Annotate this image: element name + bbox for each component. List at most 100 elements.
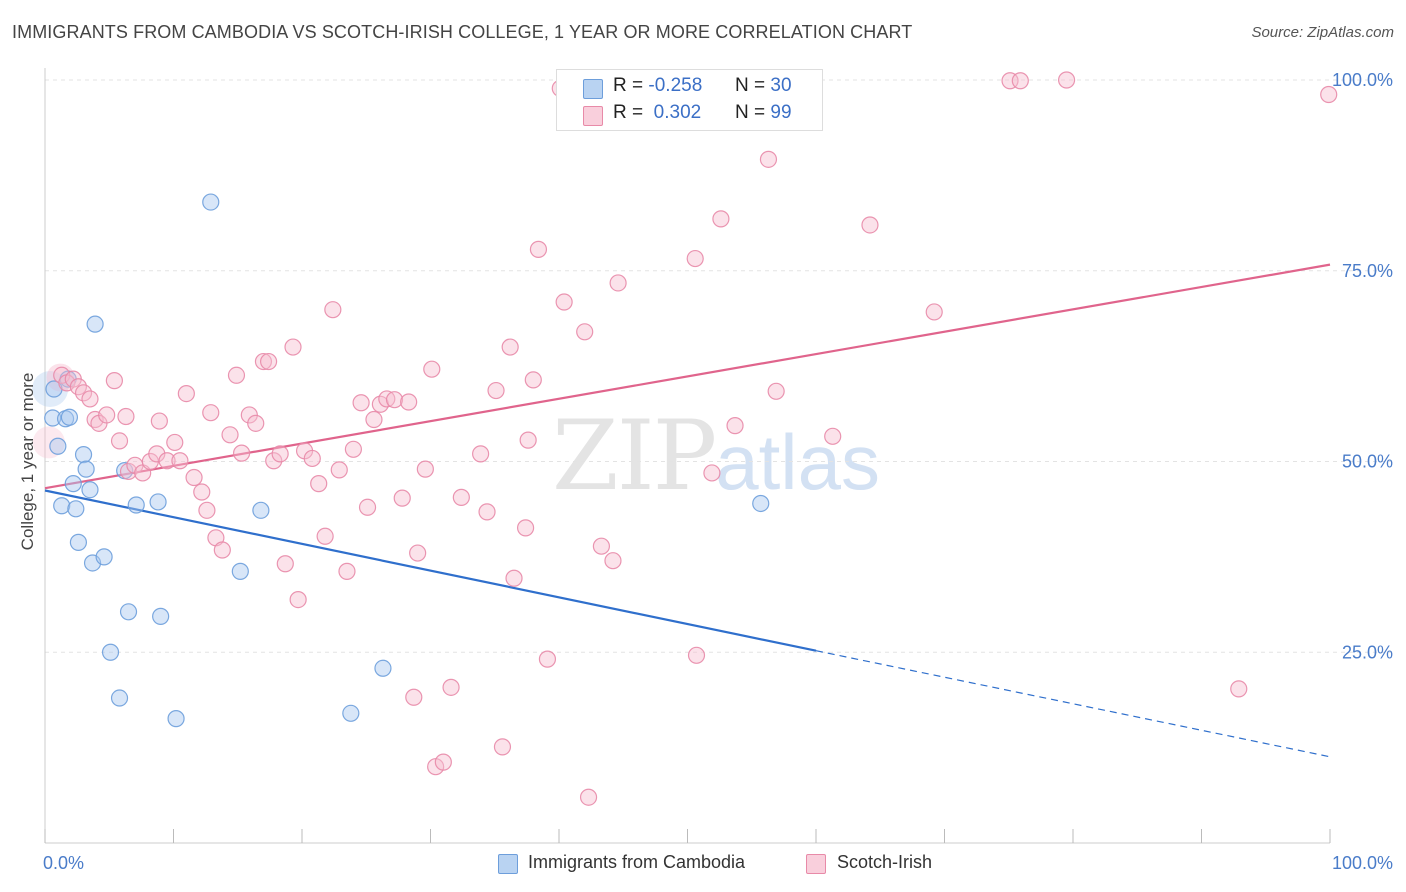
cambodia-point	[149, 493, 167, 511]
scotch-irish-point	[555, 293, 573, 311]
cambodia-point	[74, 446, 93, 464]
cambodia-point	[752, 494, 770, 513]
cambodia-point	[252, 501, 270, 519]
scotch-irish-point	[579, 788, 598, 806]
cambodia-point	[202, 193, 220, 211]
scotch-irish-point	[434, 753, 452, 771]
scotch-irish-point	[198, 501, 216, 519]
cambodia-point	[81, 481, 99, 499]
scotch-irish-point	[759, 150, 778, 168]
n-stat: N = 30	[735, 75, 792, 97]
scotch-irish-point	[1230, 680, 1248, 698]
scotch-irish-point	[171, 452, 189, 470]
cambodia-point	[77, 460, 95, 478]
watermark: ZIPatlas	[552, 400, 880, 512]
cambodia-trend-line	[44, 489, 817, 652]
scotch-irish-point	[158, 452, 176, 470]
scotch-irish-point	[105, 372, 123, 390]
scotch-irish-point	[925, 303, 943, 321]
scotch-irish-point	[119, 462, 138, 481]
n-value: 99	[770, 102, 792, 123]
r-value: -0.258	[648, 75, 703, 96]
scotch-irish-point	[316, 527, 334, 545]
scotch-irish-point	[609, 274, 627, 292]
scotch-irish-point	[529, 240, 548, 258]
cambodia-point	[167, 710, 185, 728]
cambodia-point	[374, 659, 392, 677]
legend-scotch-irish: Scotch-Irish	[837, 852, 933, 872]
scotch-irish-point	[247, 414, 265, 432]
scotch-irish-point	[276, 555, 294, 573]
cambodia-point	[231, 562, 249, 580]
scotch-irish-point	[177, 384, 195, 403]
scotch-irish-point	[576, 323, 594, 341]
cambodia-point	[95, 548, 113, 566]
n-value: 30	[770, 75, 792, 96]
scotch-irish-point	[452, 488, 470, 506]
scotch-irish-point	[193, 483, 211, 501]
scotch-irish-point	[478, 503, 496, 521]
scotch-irish-point	[117, 407, 135, 426]
scotch-irish-point	[221, 426, 239, 444]
scotch-irish-point	[259, 352, 278, 371]
scotch-irish-point	[405, 688, 423, 706]
scotch-irish-point	[344, 440, 362, 458]
scotch-irish-point	[365, 410, 383, 429]
scotch-irish-point	[284, 338, 302, 356]
scotch-irish-legend-swatch	[806, 854, 826, 874]
scotch-irish-point	[524, 371, 542, 389]
scotch-irish-point	[330, 461, 348, 479]
scotch-irish-point	[150, 412, 168, 430]
series-legend: Immigrants from Cambodia Scotch-Irish	[0, 852, 1406, 878]
scotch-irish-point	[338, 562, 356, 580]
cambodia-legend-swatch	[498, 854, 518, 874]
scotch-irish-point	[726, 417, 744, 435]
scotch-irish-point	[409, 544, 427, 562]
trend-lines	[44, 263, 1331, 758]
scotch-irish-point	[1057, 71, 1076, 89]
axes	[44, 68, 1331, 844]
scotch-irish-point	[310, 475, 328, 493]
x-tick-label: 0.0%	[43, 853, 84, 873]
scotch-irish-point	[519, 431, 537, 449]
source-credit: Source: ZipAtlas.com	[1251, 24, 1394, 41]
n-label: N =	[735, 102, 766, 123]
scotch-irish-point	[393, 489, 411, 507]
scotch-irish-point	[712, 210, 730, 228]
scotch-irish-point	[400, 393, 418, 411]
scotch-irish-point	[265, 452, 283, 470]
scotch-irish-point	[74, 384, 93, 402]
scotch-irish-point	[687, 646, 706, 664]
y-axis-label: College, 1 year or more	[18, 373, 37, 551]
scotch-irish-point	[213, 541, 231, 559]
scotch-irish-point	[385, 391, 404, 409]
cambodia-point	[342, 704, 360, 722]
scotch-irish-point	[227, 366, 246, 384]
scotch-irish-point	[81, 390, 99, 408]
scotch-irish-point	[358, 498, 377, 516]
scotch-irish-point	[487, 381, 505, 400]
stats-legend: R = -0.258 N = 30 R = 0.302 N = 99	[556, 69, 823, 131]
cluster-blob	[32, 426, 65, 459]
scotch-irish-point	[1320, 85, 1338, 104]
scotch-irish-point	[493, 738, 512, 756]
n-stat: N = 99	[735, 102, 792, 124]
n-label: N =	[735, 75, 766, 96]
cambodia-swatch	[583, 79, 603, 99]
r-label: R =	[613, 102, 644, 123]
cambodia-point	[101, 643, 120, 661]
scotch-irish-point	[592, 537, 611, 555]
cambodia-trend-extension	[815, 650, 1331, 758]
cambodia-point	[49, 437, 67, 455]
cambodia-point	[44, 409, 62, 427]
scotch-irish-point	[1011, 72, 1029, 90]
scotch-irish-point	[442, 678, 460, 696]
cambodia-point	[152, 607, 170, 625]
cambodia-point	[119, 603, 138, 621]
scotch-irish-point	[686, 249, 704, 268]
scotch-irish-point	[303, 449, 321, 468]
x-tick-label: 100.0%	[1332, 853, 1393, 873]
scotch-irish-point	[604, 552, 622, 570]
scotch-irish-point	[352, 394, 370, 412]
